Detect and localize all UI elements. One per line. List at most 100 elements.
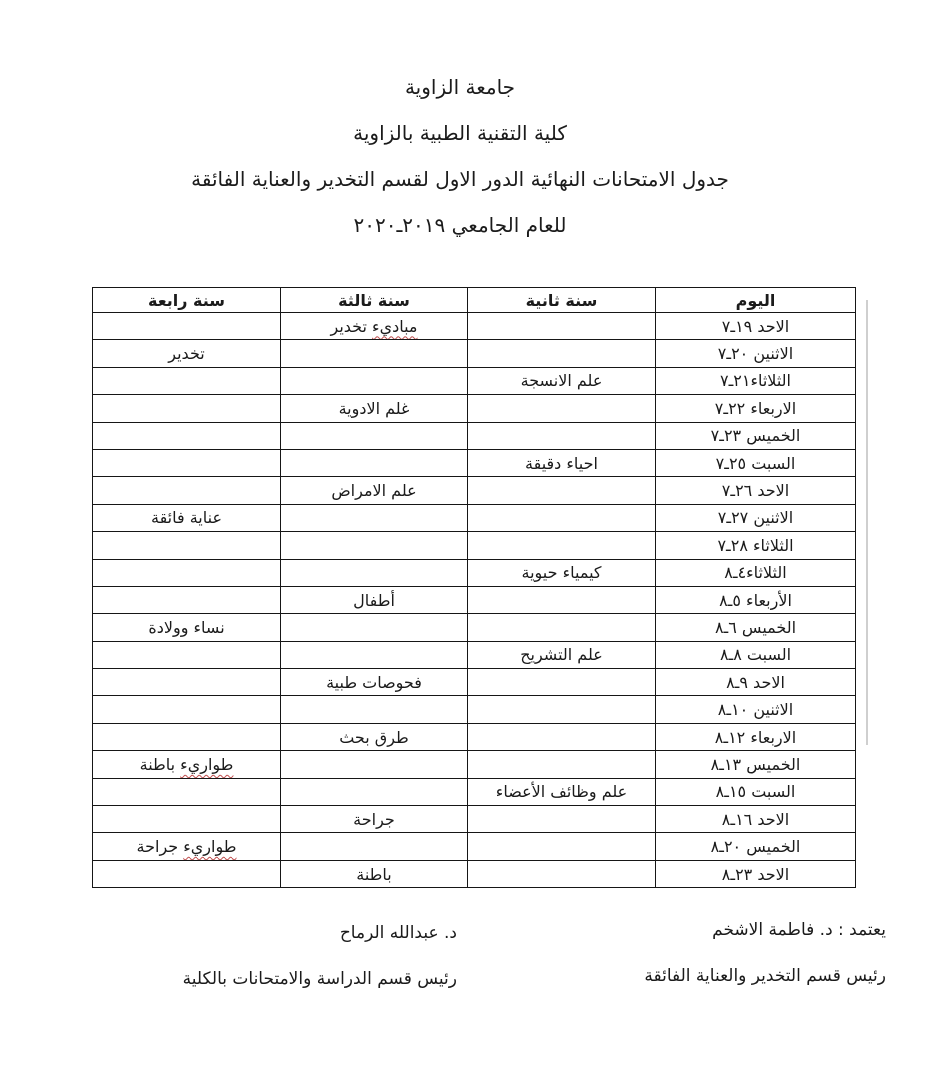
college-title: كلية التقنية الطبية بالزاوية: [353, 121, 567, 145]
registrar-title: رئيس قسم الدراسة والامتحانات بالكلية: [182, 969, 457, 989]
year4-cell: تخدير: [92, 339, 281, 368]
table-row: الخميس ٢٠ـ٨ طواريء جراحة: [92, 832, 856, 861]
year4-cell: عناية فائقة: [92, 503, 281, 533]
misspelled-word: مباديء: [372, 316, 418, 336]
year3-cell: [280, 640, 468, 670]
year3-cell: [280, 695, 468, 724]
schedule-title: جدول الامتحانات النهائية الدور الاول لقس…: [191, 167, 729, 191]
year3-cell: علم الامراض: [280, 476, 468, 505]
table-row: الاثنين ٢٠ـ٧ تخدير: [92, 339, 856, 368]
year2-cell: [467, 421, 656, 450]
year3-cell: أطفال: [280, 585, 468, 615]
year2-cell: [467, 859, 656, 889]
year2-cell: علم التشريح: [467, 640, 656, 670]
year4-cell: [92, 558, 281, 587]
misspelled-word: طواريء: [180, 754, 234, 774]
exam-schedule-table: اليوم سنة ثانية سنة ثالثة سنة رابعة الاحد ١…: [92, 287, 856, 889]
day-cell: السبت ٨ـ٨: [655, 640, 856, 670]
table-row: الخميس ٦ـ٨ نساء وولادة: [92, 613, 856, 642]
year2-cell: [467, 750, 656, 779]
table-row: الاحد ١٩ـ٧ مباديء تخدير: [92, 311, 856, 341]
year2-cell: [467, 311, 656, 341]
academic-year-title: للعام الجامعي ٢٠١٩ـ٢٠٢٠: [353, 213, 567, 237]
table-row: الخميس ٢٣ـ٧: [92, 421, 856, 450]
signature-block-approver: يعتمد : د. فاطمة الاشخم رئيس قسم التخدير…: [644, 918, 886, 988]
approver-name: يعتمد : د. فاطمة الاشخم: [712, 920, 886, 940]
day-cell: الخميس ٢٣ـ٧: [655, 421, 856, 450]
day-cell: الخميس ١٣ـ٨: [655, 750, 856, 779]
year2-cell: [467, 476, 656, 505]
year3-cell: [280, 531, 468, 560]
table-row: الاربعاء ١٢ـ٨ طرق بحث: [92, 722, 856, 752]
day-cell: السبت ١٥ـ٨: [655, 777, 856, 807]
table-row: الأربعاء ٥ـ٨ أطفال: [92, 585, 856, 615]
year3-cell: جراحة: [280, 805, 468, 834]
table-row: الخميس ١٣ـ٨ طواريء باطنة: [92, 750, 856, 779]
table-row: الثلاثاء٢١ـ٧ علم الانسجة: [92, 366, 856, 396]
year4-cell: [92, 777, 281, 807]
year3-cell: [280, 832, 468, 861]
table-row: الاحد ٩ـ٨ فحوصات طبية: [92, 668, 856, 697]
year3-cell: [280, 558, 468, 587]
day-cell: الاحد ٢٣ـ٨: [655, 859, 856, 889]
university-title: جامعة الزاوية: [404, 75, 516, 99]
year4-cell: [92, 640, 281, 670]
year2-cell: [467, 531, 656, 560]
year2-cell: [467, 805, 656, 834]
year3-cell: غلم الادوية: [280, 394, 468, 423]
day-cell: الاحد ١٦ـ٨: [655, 805, 856, 834]
year4-cell: [92, 421, 281, 450]
year4-cell: طواريء جراحة: [92, 832, 281, 861]
misspelled-word: طواريء: [183, 837, 237, 857]
day-cell: الاحد ٩ـ٨: [655, 668, 856, 697]
year3-cell: [280, 366, 468, 396]
year3-cell: [280, 750, 468, 779]
year3-cell: باطنة: [280, 859, 468, 889]
column-header-3: سنة رابعة: [92, 287, 281, 313]
column-header-0: اليوم: [655, 287, 856, 313]
year2-cell: [467, 394, 656, 423]
year3-cell: [280, 448, 468, 478]
table-row: السبت ٢٥ـ٧ احياء دقيقة: [92, 448, 856, 478]
year2-cell: احياء دقيقة: [467, 448, 656, 478]
year3-cell: فحوصات طبية: [280, 668, 468, 697]
year4-cell: [92, 366, 281, 396]
table-row: الاحد ٢٣ـ٨ باطنة: [92, 859, 856, 889]
year4-cell: نساء وولادة: [92, 613, 281, 642]
day-cell: الاحد ١٩ـ٧: [655, 311, 856, 341]
year2-cell: [467, 695, 656, 724]
year2-cell: علم الانسجة: [467, 366, 656, 396]
year2-cell: علم وظائف الأعضاء: [467, 777, 656, 807]
year4-cell: [92, 311, 281, 341]
year4-cell: [92, 668, 281, 697]
year4-cell: [92, 695, 281, 724]
day-cell: الاثنين ٢٧ـ٧: [655, 503, 856, 533]
day-cell: الاثنين ١٠ـ٨: [655, 695, 856, 724]
year2-cell: [467, 722, 656, 752]
year3-cell: [280, 421, 468, 450]
day-cell: الأربعاء ٥ـ٨: [655, 585, 856, 615]
table-row: السبت ١٥ـ٨ علم وظائف الأعضاء: [92, 777, 856, 807]
table-header-row: اليوم سنة ثانية سنة ثالثة سنة رابعة: [92, 287, 856, 313]
table-row: الاثنين ١٠ـ٨: [92, 695, 856, 724]
year4-cell: [92, 859, 281, 889]
column-header-1: سنة ثانية: [467, 287, 656, 313]
year4-cell: [92, 585, 281, 615]
day-cell: الخميس ٢٠ـ٨: [655, 832, 856, 861]
day-cell: الاحد ٢٦ـ٧: [655, 476, 856, 505]
table-row: الثلاثاء ٢٨ـ٧: [92, 531, 856, 560]
day-cell: السبت ٢٥ـ٧: [655, 448, 856, 478]
year2-cell: [467, 339, 656, 368]
year3-cell: [280, 339, 468, 368]
table-row: الثلاثاء٤ـ٨ كيمياء حيوية: [92, 558, 856, 587]
table-row: الاحد ٢٦ـ٧ علم الامراض: [92, 476, 856, 505]
year3-cell: طرق بحث: [280, 722, 468, 752]
year4-cell: [92, 394, 281, 423]
year2-cell: [467, 503, 656, 533]
day-cell: الاربعاء ٢٢ـ٧: [655, 394, 856, 423]
year4-cell: طواريء باطنة: [92, 750, 281, 779]
year4-cell: [92, 476, 281, 505]
registrar-name: د. عبدالله الرماح: [339, 923, 457, 943]
signature-block-registrar: د. عبدالله الرماح رئيس قسم الدراسة والام…: [183, 921, 457, 991]
table-row: الاثنين ٢٧ـ٧ عناية فائقة: [92, 503, 856, 533]
